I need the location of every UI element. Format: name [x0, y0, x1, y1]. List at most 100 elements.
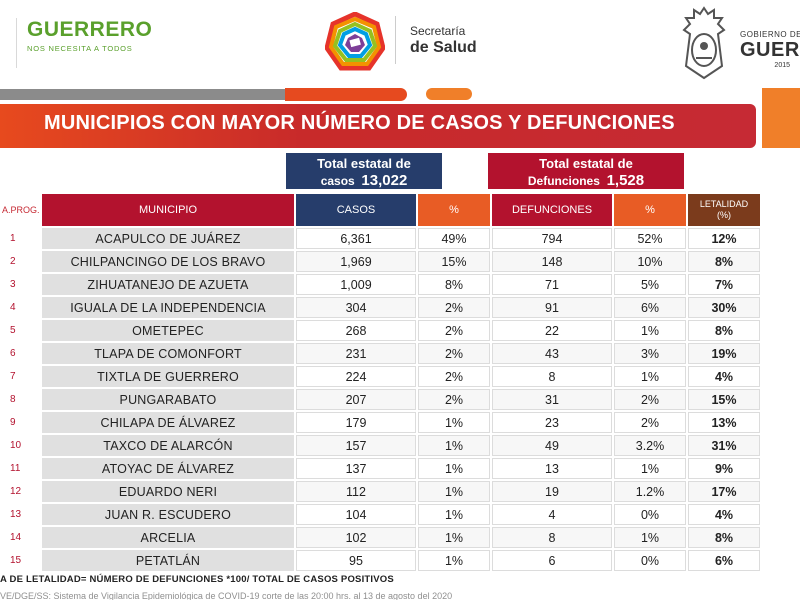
row-casos: 207 — [296, 389, 416, 410]
row-defunciones: 49 — [492, 435, 612, 456]
total-deaths-label: Total estatal de — [539, 156, 633, 171]
total-deaths-value-line: Defunciones 1,528 — [488, 172, 684, 190]
salud-label: de Salud — [410, 39, 477, 56]
row-municipio: CHILAPA DE ÁLVAREZ — [42, 412, 294, 433]
municipios-table: A.PROG. MUNICIPIO CASOS % DEFUNCIONES % … — [0, 192, 762, 573]
total-deaths-box: Total estatal de Defunciones 1,528 — [488, 153, 684, 189]
total-cases-label: Total estatal de — [317, 156, 411, 171]
row-letalidad: 31% — [688, 435, 760, 456]
row-casos: 231 — [296, 343, 416, 364]
row-casos: 224 — [296, 366, 416, 387]
gobierno-period: 2015 — [774, 62, 790, 69]
row-casos: 1,009 — [296, 274, 416, 295]
row-letalidad: 4% — [688, 504, 760, 525]
row-pct-defunciones: 1% — [614, 320, 686, 341]
row-defunciones: 31 — [492, 389, 612, 410]
gobierno-label: GOBIERNO DE — [740, 30, 800, 39]
row-letalidad: 13% — [688, 412, 760, 433]
row-num: 1 — [2, 228, 40, 249]
row-pct-defunciones: 10% — [614, 251, 686, 272]
decor-bar-red — [285, 88, 407, 101]
row-letalidad: 4% — [688, 366, 760, 387]
row-casos: 95 — [296, 550, 416, 571]
decor-bar-gray — [0, 89, 285, 100]
secretaria-salud-logo-icon — [325, 12, 385, 71]
row-letalidad: 15% — [688, 389, 760, 410]
row-casos: 112 — [296, 481, 416, 502]
header-letalidad-unit: (%) — [717, 210, 731, 220]
row-num: 6 — [2, 343, 40, 364]
row-defunciones: 148 — [492, 251, 612, 272]
row-casos: 304 — [296, 297, 416, 318]
row-pct-casos: 1% — [418, 550, 490, 571]
table-row: 11 ATOYAC DE ÁLVAREZ 137 1% 13 1% 9% — [2, 458, 760, 479]
letalidad-footnote: A DE LETALIDAD= NÚMERO DE DEFUNCIONES *1… — [0, 574, 394, 585]
state-seal-icon — [682, 6, 726, 80]
table-row: 6 TLAPA DE COMONFORT 231 2% 43 3% 19% — [2, 343, 760, 364]
table-row: 2 CHILPANCINGO DE LOS BRAVO 1,969 15% 148 10%… — [2, 251, 760, 272]
row-letalidad: 6% — [688, 550, 760, 571]
row-defunciones: 91 — [492, 297, 612, 318]
row-pct-defunciones: 1% — [614, 366, 686, 387]
row-num: 2 — [2, 251, 40, 272]
header: GUERRERO NOS NECESITA A TODOS Secretaría… — [0, 0, 800, 88]
row-municipio: JUAN R. ESCUDERO — [42, 504, 294, 525]
row-letalidad: 8% — [688, 527, 760, 548]
gobierno-text: GOBIERNO DE GUER 2015 — [740, 30, 800, 69]
guerrero-brand: GUERRERO NOS NECESITA A TODOS — [16, 18, 156, 68]
row-pct-casos: 2% — [418, 320, 490, 341]
row-pct-defunciones: 2% — [614, 412, 686, 433]
table-body: 1 ACAPULCO DE JUÁREZ 6,361 49% 794 52% 12% 2 CHI… — [2, 228, 760, 571]
row-defunciones: 13 — [492, 458, 612, 479]
row-letalidad: 8% — [688, 320, 760, 341]
row-pct-defunciones: 3% — [614, 343, 686, 364]
row-municipio: ARCELIA — [42, 527, 294, 548]
row-pct-defunciones: 6% — [614, 297, 686, 318]
row-defunciones: 71 — [492, 274, 612, 295]
header-num: A.PROG. — [2, 194, 40, 226]
header-defunciones: DEFUNCIONES — [492, 194, 612, 226]
row-casos: 179 — [296, 412, 416, 433]
decor-bar-orange — [426, 88, 472, 100]
row-pct-defunciones: 3.2% — [614, 435, 686, 456]
row-num: 7 — [2, 366, 40, 387]
row-defunciones: 8 — [492, 527, 612, 548]
row-letalidad: 12% — [688, 228, 760, 249]
row-num: 10 — [2, 435, 40, 456]
row-pct-casos: 1% — [418, 527, 490, 548]
row-municipio: ACAPULCO DE JUÁREZ — [42, 228, 294, 249]
table-row: 1 ACAPULCO DE JUÁREZ 6,361 49% 794 52% 12% — [2, 228, 760, 249]
guerrero-label: GUER — [740, 39, 800, 61]
row-pct-casos: 1% — [418, 504, 490, 525]
header-pct-casos: % — [418, 194, 490, 226]
row-num: 11 — [2, 458, 40, 479]
header-letalidad-label: LETALIDAD — [699, 199, 749, 209]
total-cases-word: casos — [320, 174, 355, 188]
brand-subtitle: NOS NECESITA A TODOS — [27, 44, 133, 53]
row-municipio: EDUARDO NERI — [42, 481, 294, 502]
row-pct-casos: 1% — [418, 435, 490, 456]
row-municipio: PETATLÁN — [42, 550, 294, 571]
row-pct-casos: 2% — [418, 389, 490, 410]
title-band — [0, 104, 756, 148]
row-casos: 268 — [296, 320, 416, 341]
total-deaths-value: 1,528 — [606, 172, 645, 189]
row-municipio: TAXCO DE ALARCÓN — [42, 435, 294, 456]
row-defunciones: 23 — [492, 412, 612, 433]
row-defunciones: 6 — [492, 550, 612, 571]
table-row: 13 JUAN R. ESCUDERO 104 1% 4 0% 4% — [2, 504, 760, 525]
row-pct-casos: 1% — [418, 481, 490, 502]
table-row: 5 OMETEPEC 268 2% 22 1% 8% — [2, 320, 760, 341]
row-pct-defunciones: 1% — [614, 527, 686, 548]
row-municipio: CHILPANCINGO DE LOS BRAVO — [42, 251, 294, 272]
table-row: 9 CHILAPA DE ÁLVAREZ 179 1% 23 2% 13% — [2, 412, 760, 433]
row-defunciones: 4 — [492, 504, 612, 525]
row-num: 14 — [2, 527, 40, 548]
row-letalidad: 17% — [688, 481, 760, 502]
row-num: 12 — [2, 481, 40, 502]
row-num: 13 — [2, 504, 40, 525]
row-defunciones: 22 — [492, 320, 612, 341]
row-pct-defunciones: 5% — [614, 274, 686, 295]
row-letalidad: 7% — [688, 274, 760, 295]
row-num: 15 — [2, 550, 40, 571]
